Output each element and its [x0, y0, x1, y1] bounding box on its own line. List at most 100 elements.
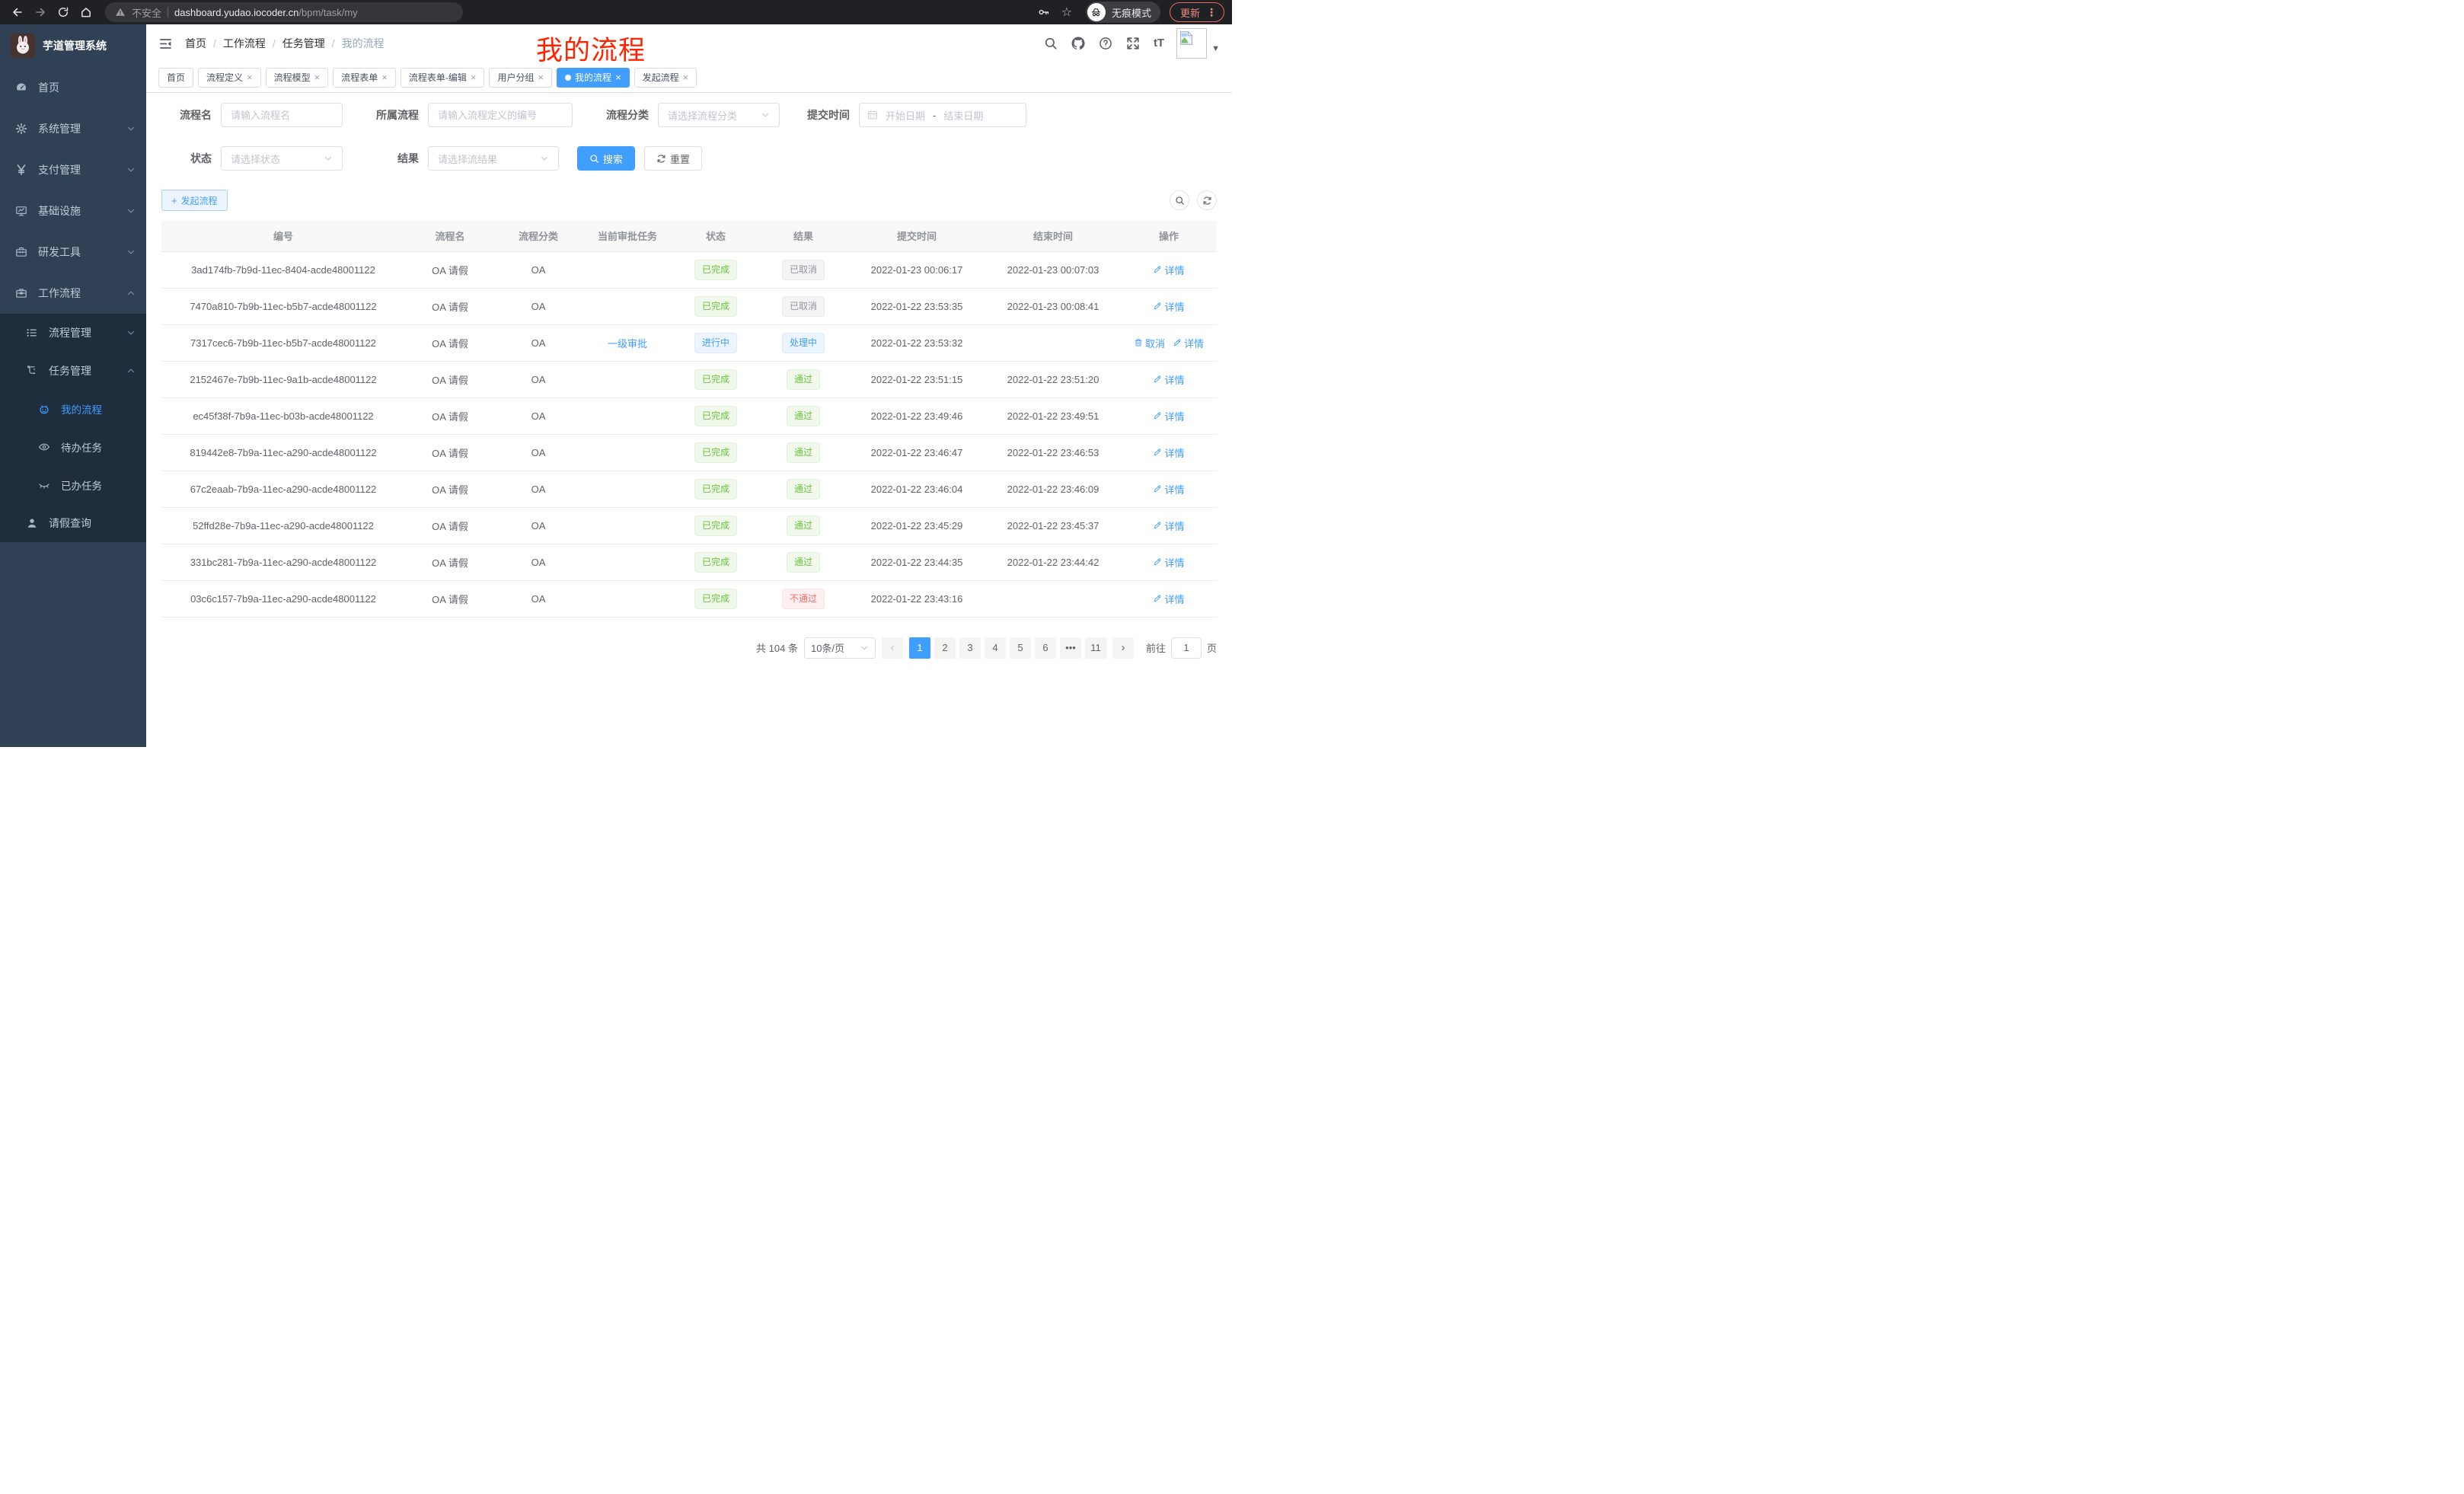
page-button[interactable]: 11 [1084, 637, 1106, 659]
page-button[interactable]: 4 [984, 637, 1006, 659]
action-link[interactable]: 详情 [1153, 263, 1185, 277]
close-icon[interactable]: × [247, 72, 253, 83]
sidebar-toggle-icon[interactable] [158, 37, 173, 51]
action-link[interactable]: 详情 [1153, 519, 1185, 533]
chevron-down-icon [126, 247, 136, 257]
page-button[interactable]: 6 [1034, 637, 1056, 659]
address-bar[interactable]: 不安全 dashboard.yudao.iocoder.cn/bpm/task/… [105, 2, 463, 22]
close-icon[interactable]: × [538, 72, 544, 83]
sidebar-item-home[interactable]: 首页 [0, 67, 146, 108]
search-button[interactable]: 搜索 [577, 146, 636, 171]
process-definition-input[interactable] [428, 103, 573, 127]
header-search-icon[interactable] [1044, 37, 1058, 50]
action-link[interactable]: 详情 [1153, 592, 1185, 606]
tab[interactable]: 首页 [158, 67, 194, 88]
avatar[interactable] [1176, 28, 1208, 59]
github-icon[interactable] [1071, 37, 1085, 50]
sidebar-item-payment[interactable]: 支付管理 [0, 149, 146, 190]
sidebar-item-dev-tools[interactable]: 研发工具 [0, 231, 146, 273]
result-badge: 通过 [786, 515, 820, 536]
action-link[interactable]: 详情 [1153, 482, 1185, 496]
sidebar-item-my-process[interactable]: 我的流程 [0, 390, 146, 428]
close-icon[interactable]: × [615, 72, 621, 83]
page-button[interactable]: 3 [959, 637, 981, 659]
reset-button[interactable]: 重置 [644, 146, 703, 171]
goto-page-input[interactable] [1170, 637, 1202, 659]
close-icon[interactable]: × [682, 72, 689, 83]
table-row: 2152467e-7b9b-11ec-9a1b-acde48001122 OA … [161, 361, 1217, 398]
sidebar-item-todo-tasks[interactable]: 待办任务 [0, 428, 146, 466]
more-pages-button[interactable]: ••• [1059, 637, 1081, 659]
breadcrumb-item[interactable]: 任务管理 [282, 37, 325, 49]
sidebar-item-process-management[interactable]: 流程管理 [0, 314, 146, 352]
process-name-input[interactable] [221, 103, 343, 127]
browser-menu-icon[interactable]: ⋮ [1206, 5, 1217, 18]
toggle-search-button[interactable] [1170, 190, 1189, 210]
back-icon[interactable] [8, 2, 27, 22]
search-icon [1175, 196, 1185, 206]
current-task-link[interactable]: 一级审批 [607, 337, 647, 350]
category-select[interactable]: 请选择流程分类 [658, 103, 780, 127]
security-label: 不安全 [132, 7, 162, 19]
tab[interactable]: 流程模型 × [265, 67, 329, 88]
submit-time-range-picker[interactable]: 开始日期 - 结束日期 [859, 103, 1026, 127]
sidebar-item-task-management[interactable]: 任务管理 [0, 352, 146, 390]
page-button[interactable]: 1 [908, 637, 930, 659]
page-size-select[interactable]: 10条/页 [803, 637, 876, 659]
key-icon[interactable] [1034, 2, 1054, 22]
result-badge: 不通过 [781, 588, 825, 609]
reload-icon[interactable] [53, 2, 73, 22]
action-link[interactable]: 详情 [1173, 336, 1204, 350]
chevron-up-icon [126, 289, 136, 298]
tab[interactable]: 流程定义 × [198, 67, 261, 88]
update-button[interactable]: 更新 ⋮ [1169, 2, 1224, 22]
home-icon[interactable] [76, 2, 96, 22]
column-header: 当前审批任务 [582, 221, 673, 252]
close-icon[interactable]: × [381, 72, 388, 83]
tab[interactable]: 发起流程 × [634, 67, 697, 88]
fullscreen-icon[interactable] [1126, 37, 1140, 50]
close-icon[interactable]: × [470, 72, 477, 83]
cell-id: ec45f38f-7b9a-11ec-b03b-acde48001122 [161, 397, 405, 435]
plus-icon: + [171, 194, 177, 206]
bookmark-star-icon[interactable]: ☆ [1061, 6, 1073, 19]
cell-end-time: 2022-01-22 23:46:09 [985, 471, 1121, 508]
help-icon[interactable] [1099, 37, 1112, 50]
action-link[interactable]: 详情 [1153, 445, 1185, 460]
sidebar-item-done-tasks[interactable]: 已办任务 [0, 466, 146, 504]
tab-label: 流程模型 [273, 72, 311, 83]
cell-status: 已完成 [673, 397, 758, 435]
action-link[interactable]: 详情 [1153, 409, 1185, 423]
create-process-button[interactable]: + 发起流程 [161, 190, 228, 211]
forward-icon[interactable] [30, 2, 50, 22]
tab[interactable]: 我的流程 × [557, 67, 630, 88]
page-button[interactable]: 5 [1009, 637, 1031, 659]
breadcrumb-item[interactable]: 首页 [185, 37, 206, 49]
result-select[interactable]: 请选择流结果 [428, 146, 559, 171]
next-page-button[interactable]: › [1112, 637, 1134, 659]
action-link[interactable]: 详情 [1153, 299, 1185, 314]
tab[interactable]: 流程表单-编辑 × [400, 67, 485, 88]
status-select[interactable]: 请选择状态 [221, 146, 343, 171]
font-size-icon[interactable]: tT [1153, 37, 1165, 49]
chevron-down-icon [324, 154, 333, 163]
avatar-caret-icon[interactable]: ▼ [1211, 44, 1220, 53]
refresh-table-button[interactable] [1197, 190, 1217, 210]
breadcrumb-item[interactable]: 工作流程 [222, 37, 266, 49]
close-icon[interactable]: × [314, 72, 321, 83]
tab[interactable]: 用户分组 × [489, 67, 553, 88]
table-toolbar: + 发起流程 [161, 190, 1217, 211]
sidebar-item-system[interactable]: 系统管理 [0, 108, 146, 149]
prev-page-button[interactable]: ‹ [881, 637, 903, 659]
action-link[interactable]: 详情 [1153, 372, 1185, 387]
sidebar-item-workflow[interactable]: 工作流程 [0, 273, 146, 314]
sidebar-item-leave-query[interactable]: 请假查询 [0, 504, 146, 542]
sidebar-item-infrastructure[interactable]: 基础设施 [0, 190, 146, 231]
cell-status: 已完成 [673, 361, 758, 398]
not-secure-warning-icon[interactable] [115, 7, 126, 18]
page-button[interactable]: 2 [934, 637, 956, 659]
action-link[interactable]: 取消 [1134, 336, 1165, 350]
tab[interactable]: 流程表单 × [333, 67, 396, 88]
action-link[interactable]: 详情 [1153, 555, 1185, 570]
